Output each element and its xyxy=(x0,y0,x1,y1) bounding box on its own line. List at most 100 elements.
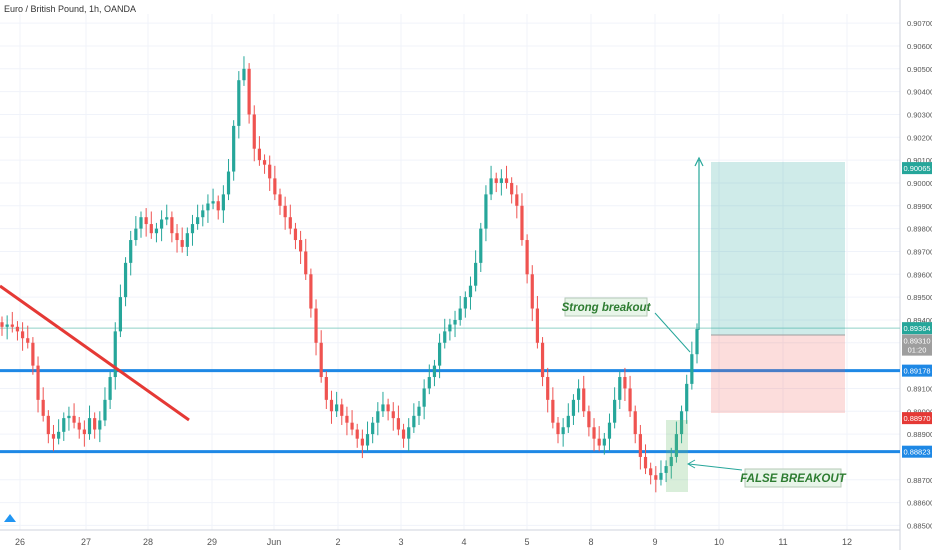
y-tick-label: 0.88500 xyxy=(907,521,932,530)
candle-body xyxy=(432,365,437,378)
candle-body xyxy=(365,434,370,446)
y-tick-label: 0.88700 xyxy=(907,476,932,485)
x-tick-label: 2 xyxy=(335,537,340,547)
candle-body xyxy=(216,201,220,211)
candle-body xyxy=(530,274,534,309)
take-profit-zone xyxy=(711,162,845,335)
candle-body xyxy=(262,160,267,165)
chart-title: Euro / British Pound, 1h, OANDA xyxy=(4,4,137,14)
price-badge xyxy=(902,343,932,356)
candle-body xyxy=(10,324,14,327)
price-badge-text: 0.89178 xyxy=(903,367,930,376)
candle-body xyxy=(427,377,431,389)
candle-body xyxy=(62,418,66,432)
candle-body xyxy=(561,427,565,435)
candle-body xyxy=(520,205,524,241)
candle-body xyxy=(201,210,205,218)
candle-body xyxy=(396,418,401,430)
candle-body xyxy=(422,388,426,407)
candle-body xyxy=(355,429,359,439)
candle-body xyxy=(252,114,256,149)
candle-body xyxy=(298,240,303,252)
x-tick-label: 10 xyxy=(714,537,724,547)
candle-body xyxy=(139,217,143,229)
y-tick-label: 0.90700 xyxy=(907,19,932,28)
candle-body xyxy=(515,194,519,206)
candle-body xyxy=(551,399,555,423)
candle-body xyxy=(159,219,164,229)
candle-body xyxy=(129,240,133,263)
candle-body xyxy=(463,297,467,309)
candle-body xyxy=(329,399,334,412)
y-tick-label: 0.89900 xyxy=(907,202,932,211)
candle-body xyxy=(237,80,241,126)
candle-body xyxy=(350,422,354,430)
candle-body xyxy=(41,399,45,416)
candle-body xyxy=(628,388,632,412)
candle-body xyxy=(489,178,493,195)
candle-body xyxy=(623,377,627,389)
candle-body xyxy=(123,262,128,298)
y-tick-label: 0.89100 xyxy=(907,384,932,393)
candle-body xyxy=(257,148,262,161)
y-tick-label: 0.90100 xyxy=(907,156,932,165)
x-tick-label: Jun xyxy=(267,537,282,547)
candle-body xyxy=(206,203,210,211)
candle-body xyxy=(319,342,323,378)
candle-body xyxy=(576,388,581,400)
candle-body xyxy=(5,324,9,327)
candle-body xyxy=(190,224,195,234)
trend-line xyxy=(0,284,190,422)
candle-body xyxy=(134,228,138,241)
candle-body xyxy=(149,224,153,234)
candle-body xyxy=(571,399,576,416)
candle-body xyxy=(484,194,488,229)
y-tick-label: 0.90400 xyxy=(907,88,932,97)
x-tick-label: 3 xyxy=(398,537,403,547)
candle-body xyxy=(36,365,40,400)
candle-body xyxy=(453,319,457,325)
candle-body xyxy=(556,422,560,435)
x-tick-label: 9 xyxy=(652,537,657,547)
false-breakout-pointer xyxy=(688,463,743,471)
price-badge xyxy=(902,412,932,425)
candle-body xyxy=(633,411,637,435)
candle-body xyxy=(381,404,385,412)
candle-body xyxy=(535,308,540,343)
candle-body xyxy=(654,475,658,480)
candle-body xyxy=(695,329,699,355)
candle-body xyxy=(649,468,653,476)
candle-body xyxy=(72,415,76,423)
candle-body xyxy=(407,427,411,439)
candle-body xyxy=(51,434,56,439)
candle-body xyxy=(144,217,148,225)
candle-body xyxy=(345,415,349,423)
candle-body xyxy=(376,411,380,423)
candle-body xyxy=(587,411,591,428)
candle-body xyxy=(679,411,684,435)
candle-body xyxy=(674,434,679,457)
y-tick-label: 0.90200 xyxy=(907,133,932,142)
stop-loss-zone xyxy=(711,335,845,413)
x-tick-label: 27 xyxy=(81,537,91,547)
candle-body xyxy=(340,404,344,416)
price-badge xyxy=(902,334,932,347)
x-tick-label: 8 xyxy=(588,537,593,547)
candle-body xyxy=(474,262,478,286)
candle-body xyxy=(273,178,277,195)
candle-body xyxy=(401,429,406,439)
price-badge-text: 0.88970 xyxy=(903,414,930,423)
candle-body xyxy=(607,422,612,439)
tradingview-logo-icon xyxy=(4,514,16,522)
candle-body xyxy=(335,404,339,412)
candle-body xyxy=(525,240,529,275)
candle-body xyxy=(154,228,159,234)
candle-body xyxy=(0,322,4,327)
candle-body xyxy=(468,285,473,298)
y-tick-label: 0.88900 xyxy=(907,430,932,439)
candle-body xyxy=(592,427,596,439)
candle-body xyxy=(479,228,483,263)
candle-body xyxy=(443,331,447,343)
